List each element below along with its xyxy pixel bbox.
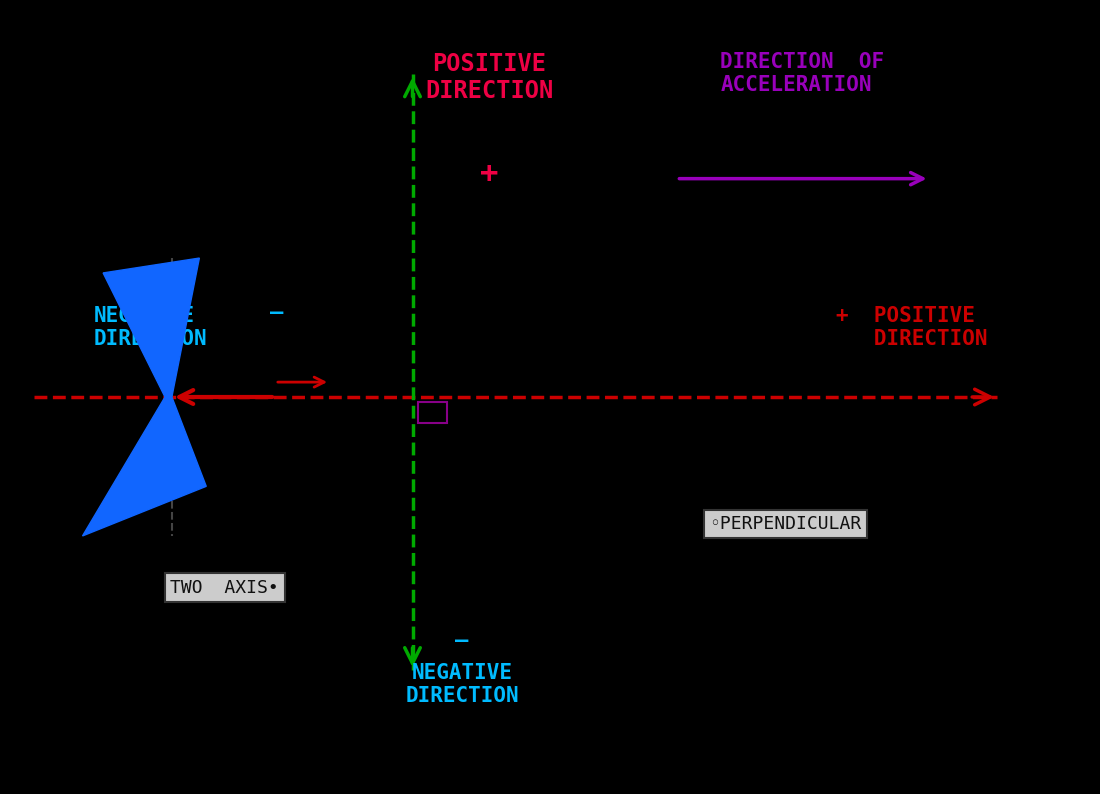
Text: DIRECTION  OF
ACCELERATION: DIRECTION OF ACCELERATION bbox=[720, 52, 884, 94]
Text: TWO  AXIS•: TWO AXIS• bbox=[170, 579, 279, 596]
Text: +: + bbox=[481, 159, 498, 188]
Bar bbox=[418, 402, 447, 422]
Text: POSITIVE
DIRECTION: POSITIVE DIRECTION bbox=[426, 52, 553, 103]
Polygon shape bbox=[82, 258, 207, 536]
Text: –: – bbox=[270, 303, 283, 323]
Text: NEGATIVE
DIRECTION: NEGATIVE DIRECTION bbox=[94, 306, 207, 349]
Text: –: – bbox=[455, 631, 469, 651]
Text: ◦PERPENDICULAR: ◦PERPENDICULAR bbox=[710, 515, 861, 533]
Text: NEGATIVE
DIRECTION: NEGATIVE DIRECTION bbox=[405, 663, 519, 706]
Text: +  POSITIVE
   DIRECTION: + POSITIVE DIRECTION bbox=[836, 306, 988, 349]
